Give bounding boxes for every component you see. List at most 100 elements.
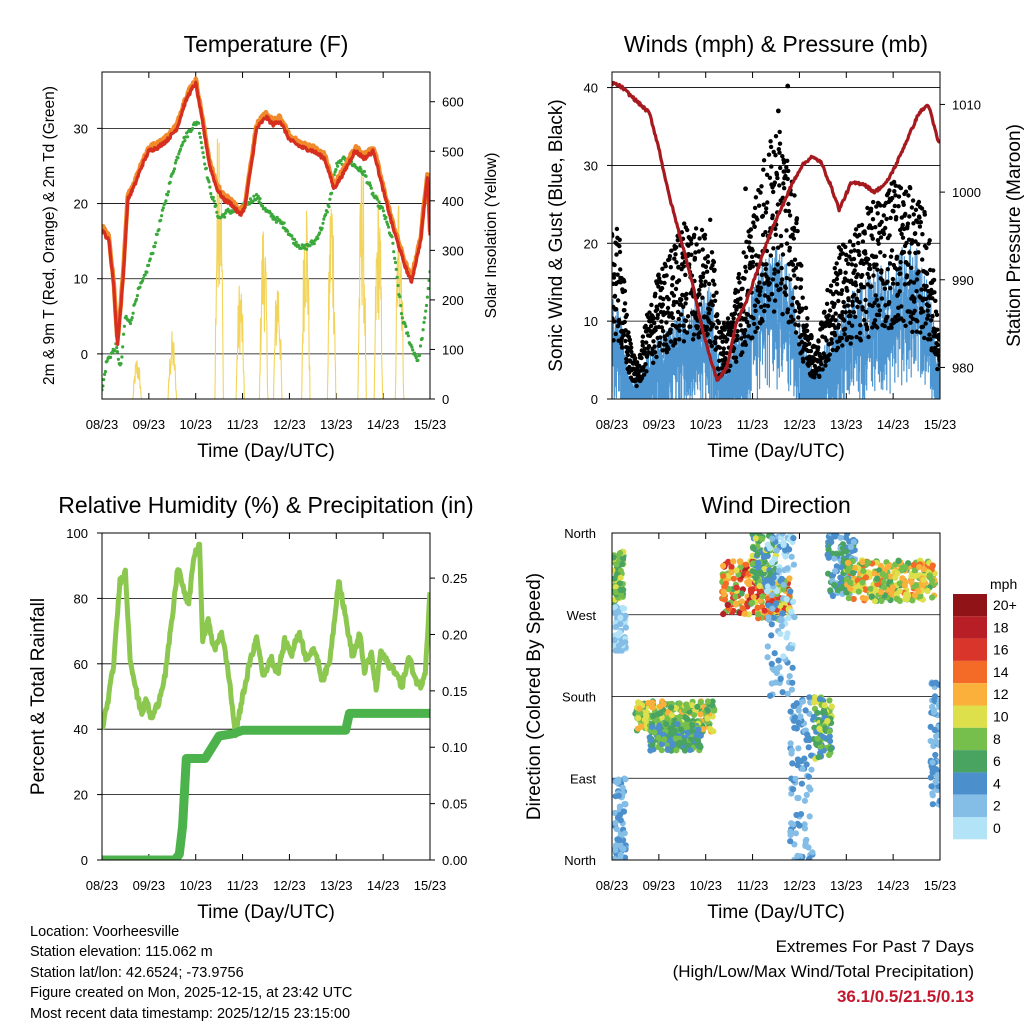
gust-point bbox=[779, 281, 784, 286]
gust-point bbox=[852, 268, 857, 273]
x-tick-label: 12/23 bbox=[273, 417, 306, 432]
direction-point bbox=[815, 754, 822, 761]
gust-point bbox=[694, 242, 699, 247]
dewpoint-point bbox=[178, 147, 183, 151]
gust-point bbox=[860, 307, 865, 312]
gust-point bbox=[876, 241, 881, 246]
direction-point bbox=[612, 584, 620, 591]
direction-point bbox=[786, 546, 793, 553]
direction-point bbox=[893, 595, 900, 602]
gust-point bbox=[677, 328, 682, 333]
gust-point bbox=[935, 327, 940, 332]
gust-point bbox=[697, 287, 702, 293]
direction-point bbox=[831, 555, 838, 562]
gust-point bbox=[771, 189, 776, 195]
gust-point bbox=[733, 355, 739, 360]
gust-point bbox=[712, 282, 717, 287]
dewpoint-point bbox=[411, 348, 415, 352]
gust-point bbox=[768, 139, 773, 144]
dewpoint-point bbox=[282, 221, 286, 225]
dewpoint-point bbox=[423, 316, 427, 320]
gust-point bbox=[893, 193, 898, 198]
gust-point bbox=[917, 224, 923, 229]
gust-point bbox=[728, 332, 733, 338]
x-tick-label: 10/23 bbox=[689, 417, 722, 432]
x-tick-label: 10/23 bbox=[179, 417, 212, 432]
gust-point bbox=[728, 329, 734, 334]
gust-point bbox=[778, 286, 783, 292]
gust-point bbox=[752, 321, 757, 327]
gust-point bbox=[783, 208, 788, 213]
direction-point bbox=[612, 567, 616, 574]
gust-point bbox=[616, 317, 622, 323]
gust-point bbox=[823, 363, 828, 368]
gust-point bbox=[697, 292, 702, 297]
gust-point bbox=[762, 293, 768, 298]
direction-point bbox=[656, 722, 663, 729]
direction-point bbox=[911, 592, 919, 599]
gust-point bbox=[714, 335, 719, 340]
gust-point bbox=[681, 304, 686, 309]
gust-point bbox=[627, 337, 632, 342]
direction-point bbox=[844, 559, 852, 567]
y-right-tick-label: 1000 bbox=[952, 185, 981, 200]
gust-point bbox=[836, 322, 841, 328]
direction-point bbox=[616, 580, 623, 587]
direction-point bbox=[613, 623, 620, 630]
gust-point bbox=[658, 335, 663, 340]
gust-point bbox=[624, 360, 629, 365]
dewpoint-point bbox=[410, 345, 414, 349]
gust-point bbox=[851, 310, 856, 315]
gust-point bbox=[660, 328, 666, 334]
direction-point bbox=[767, 692, 774, 699]
gust-point bbox=[647, 310, 652, 315]
gust-point bbox=[776, 147, 781, 152]
direction-point bbox=[617, 614, 624, 621]
gust-point bbox=[903, 323, 908, 328]
gust-point bbox=[910, 316, 915, 321]
gust-point bbox=[624, 312, 629, 318]
pressure-line bbox=[612, 80, 940, 382]
dewpoint-point bbox=[375, 197, 379, 201]
direction-point bbox=[612, 575, 618, 582]
gust-point bbox=[929, 346, 934, 351]
gust-point bbox=[894, 215, 899, 220]
dewpoint-point bbox=[138, 285, 142, 289]
y-right-tick-label: 500 bbox=[442, 144, 464, 159]
gust-point bbox=[765, 303, 771, 309]
dewpoint-point bbox=[270, 212, 274, 217]
y-right-axis-label: Station Pressure (Maroon) bbox=[1004, 124, 1024, 347]
gust-point bbox=[766, 152, 772, 157]
gust-point bbox=[865, 271, 870, 277]
direction-point bbox=[804, 731, 811, 738]
direction-point bbox=[828, 539, 835, 546]
direction-point bbox=[790, 717, 798, 724]
gust-point bbox=[708, 340, 713, 345]
direction-point bbox=[872, 586, 880, 594]
direction-point bbox=[878, 597, 885, 605]
gust-point bbox=[824, 338, 829, 343]
gust-point bbox=[762, 281, 767, 286]
gust-point bbox=[680, 255, 685, 260]
y-tick-label: 40 bbox=[74, 722, 88, 737]
gust-point bbox=[683, 272, 688, 278]
dewpoint-point bbox=[359, 167, 363, 171]
direction-point bbox=[768, 660, 775, 668]
direction-point bbox=[661, 736, 668, 743]
gust-point bbox=[794, 216, 800, 221]
gust-point bbox=[679, 230, 684, 235]
direction-point bbox=[780, 581, 787, 589]
direction-point bbox=[768, 592, 775, 599]
gust-point bbox=[919, 287, 924, 292]
direction-point bbox=[847, 585, 854, 592]
gust-point bbox=[709, 343, 714, 349]
colorbar-title: mph bbox=[990, 576, 1017, 592]
gust-point bbox=[775, 245, 781, 250]
colorbar-label: 0 bbox=[993, 820, 1001, 836]
direction-point bbox=[748, 588, 755, 596]
dewpoint-point bbox=[426, 286, 430, 291]
gust-point bbox=[916, 269, 921, 274]
gust-point bbox=[856, 240, 861, 246]
gust-point bbox=[890, 276, 896, 282]
precip-line bbox=[102, 708, 430, 860]
